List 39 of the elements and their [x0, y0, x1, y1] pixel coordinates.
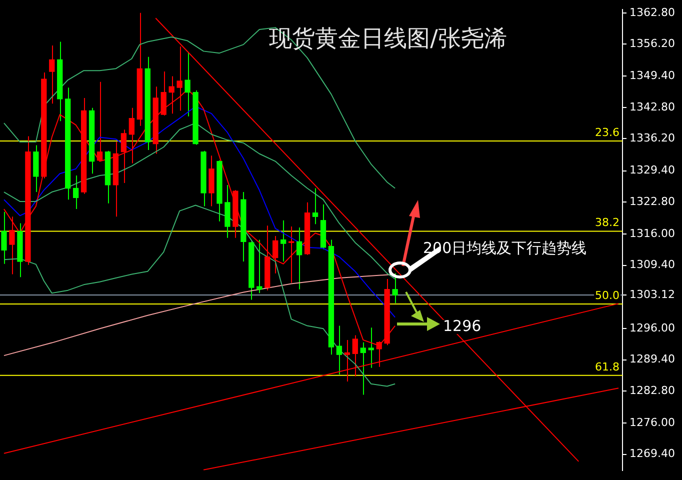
candlestick [1, 211, 7, 264]
y-tick-label: 1362.80 [630, 6, 676, 19]
annotation: 50.0 [595, 288, 620, 302]
annotation: 1296 [443, 316, 482, 335]
candlestick [368, 327, 374, 368]
candlestick [9, 216, 15, 275]
y-tick-label: 1349.40 [630, 69, 676, 82]
candlestick [296, 226, 302, 290]
candlestick [72, 174, 79, 210]
candlestick [280, 220, 286, 262]
candlestick [120, 129, 127, 184]
y-tick-label: 1296.00 [630, 321, 676, 334]
annotation: 38.2 [595, 216, 620, 230]
y-tick-label: 1309.40 [630, 258, 676, 272]
y-tick-label: 1276.00 [630, 416, 676, 429]
text: 现货黄金日线图/张尧浠 [269, 26, 507, 52]
y-tick-label: 1322.80 [630, 194, 676, 208]
candlestick [184, 52, 190, 117]
candlestick [272, 235, 278, 274]
y-tick-label: 1289.40 [630, 352, 676, 366]
y-tick-label: 1282.80 [630, 384, 676, 397]
candlestick [336, 325, 342, 375]
y-tick-label: 1303.12 [630, 288, 676, 301]
candlestick [312, 188, 318, 225]
candlestick [344, 339, 350, 382]
y-tick-label: 1316.00 [630, 226, 676, 240]
y-tick-label: 1356.20 [630, 36, 676, 50]
y-tick-label: 1336.20 [630, 131, 676, 144]
candlestick [352, 334, 358, 377]
y-tick-label: 1269.40 [630, 447, 676, 460]
annotation: 61.8 [595, 360, 620, 374]
annotation: 23.6 [595, 126, 620, 139]
y-tick-label: 1329.40 [630, 164, 676, 177]
candlestick [392, 272, 398, 304]
candlestick [49, 45, 55, 104]
candlestick [256, 239, 262, 294]
candlestick [360, 342, 366, 396]
candlestick [128, 107, 135, 164]
y-tick-label: 1342.80 [630, 100, 676, 114]
